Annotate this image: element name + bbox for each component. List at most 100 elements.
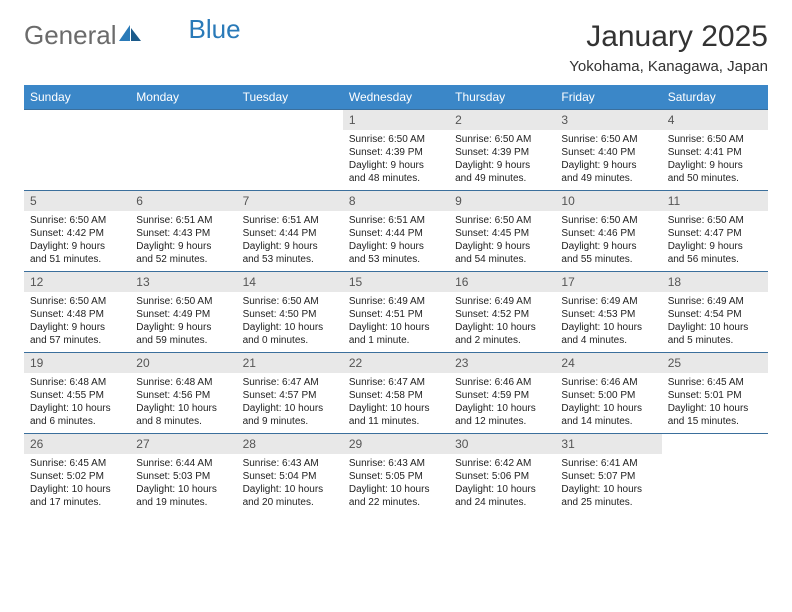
day-info: Sunrise: 6:41 AMSunset: 5:07 PMDaylight:… bbox=[555, 454, 661, 514]
weekday-header: Saturday bbox=[662, 85, 768, 110]
day-info: Sunrise: 6:50 AMSunset: 4:48 PMDaylight:… bbox=[24, 292, 130, 352]
calendar-day-cell: 31Sunrise: 6:41 AMSunset: 5:07 PMDayligh… bbox=[555, 434, 661, 515]
day-info: Sunrise: 6:46 AMSunset: 4:59 PMDaylight:… bbox=[449, 373, 555, 433]
calendar-header-row: SundayMondayTuesdayWednesdayThursdayFrid… bbox=[24, 85, 768, 110]
calendar-day-cell: 24Sunrise: 6:46 AMSunset: 5:00 PMDayligh… bbox=[555, 353, 661, 434]
calendar-body: ...... 1Sunrise: 6:50 AMSunset: 4:39 PMDa… bbox=[24, 110, 768, 515]
sail-icon bbox=[119, 19, 141, 37]
day-info: Sunrise: 6:50 AMSunset: 4:47 PMDaylight:… bbox=[662, 211, 768, 271]
day-info: Sunrise: 6:48 AMSunset: 4:55 PMDaylight:… bbox=[24, 373, 130, 433]
day-info: Sunrise: 6:50 AMSunset: 4:50 PMDaylight:… bbox=[237, 292, 343, 352]
calendar-day-cell: .. bbox=[662, 434, 768, 515]
calendar-day-cell: 3Sunrise: 6:50 AMSunset: 4:40 PMDaylight… bbox=[555, 110, 661, 191]
calendar-day-cell: 9Sunrise: 6:50 AMSunset: 4:45 PMDaylight… bbox=[449, 191, 555, 272]
day-number: 2 bbox=[449, 110, 555, 130]
day-info: Sunrise: 6:50 AMSunset: 4:41 PMDaylight:… bbox=[662, 130, 768, 190]
day-info: Sunrise: 6:45 AMSunset: 5:02 PMDaylight:… bbox=[24, 454, 130, 514]
day-number: 26 bbox=[24, 434, 130, 454]
day-number: 30 bbox=[449, 434, 555, 454]
page-header: General Blue January 2025 Yokohama, Kana… bbox=[24, 20, 768, 75]
calendar-day-cell: 27Sunrise: 6:44 AMSunset: 5:03 PMDayligh… bbox=[130, 434, 236, 515]
day-info: Sunrise: 6:47 AMSunset: 4:57 PMDaylight:… bbox=[237, 373, 343, 433]
day-number: 7 bbox=[237, 191, 343, 211]
day-number: 22 bbox=[343, 353, 449, 373]
calendar-page: General Blue January 2025 Yokohama, Kana… bbox=[0, 0, 792, 612]
weekday-header: Tuesday bbox=[237, 85, 343, 110]
day-number: 20 bbox=[130, 353, 236, 373]
day-number: 6 bbox=[130, 191, 236, 211]
day-info: Sunrise: 6:43 AMSunset: 5:05 PMDaylight:… bbox=[343, 454, 449, 514]
weekday-header: Sunday bbox=[24, 85, 130, 110]
weekday-header: Friday bbox=[555, 85, 661, 110]
brand-part1: General bbox=[24, 20, 117, 51]
day-info: Sunrise: 6:49 AMSunset: 4:53 PMDaylight:… bbox=[555, 292, 661, 352]
calendar-day-cell: 7Sunrise: 6:51 AMSunset: 4:44 PMDaylight… bbox=[237, 191, 343, 272]
calendar-day-cell: 21Sunrise: 6:47 AMSunset: 4:57 PMDayligh… bbox=[237, 353, 343, 434]
day-info: Sunrise: 6:49 AMSunset: 4:54 PMDaylight:… bbox=[662, 292, 768, 352]
calendar-day-cell: 23Sunrise: 6:46 AMSunset: 4:59 PMDayligh… bbox=[449, 353, 555, 434]
day-info: Sunrise: 6:51 AMSunset: 4:44 PMDaylight:… bbox=[343, 211, 449, 271]
day-number: 15 bbox=[343, 272, 449, 292]
calendar-day-cell: .. bbox=[130, 110, 236, 191]
weekday-header: Monday bbox=[130, 85, 236, 110]
day-number: 12 bbox=[24, 272, 130, 292]
day-info: Sunrise: 6:48 AMSunset: 4:56 PMDaylight:… bbox=[130, 373, 236, 433]
day-number: 4 bbox=[662, 110, 768, 130]
day-info: Sunrise: 6:50 AMSunset: 4:39 PMDaylight:… bbox=[449, 130, 555, 190]
day-number: 8 bbox=[343, 191, 449, 211]
calendar-day-cell: 10Sunrise: 6:50 AMSunset: 4:46 PMDayligh… bbox=[555, 191, 661, 272]
day-number: 25 bbox=[662, 353, 768, 373]
calendar-day-cell: 1Sunrise: 6:50 AMSunset: 4:39 PMDaylight… bbox=[343, 110, 449, 191]
calendar-day-cell: 6Sunrise: 6:51 AMSunset: 4:43 PMDaylight… bbox=[130, 191, 236, 272]
day-info: Sunrise: 6:50 AMSunset: 4:40 PMDaylight:… bbox=[555, 130, 661, 190]
calendar-day-cell: .. bbox=[24, 110, 130, 191]
calendar-day-cell: 14Sunrise: 6:50 AMSunset: 4:50 PMDayligh… bbox=[237, 272, 343, 353]
day-number: 18 bbox=[662, 272, 768, 292]
calendar-day-cell: 8Sunrise: 6:51 AMSunset: 4:44 PMDaylight… bbox=[343, 191, 449, 272]
calendar-day-cell: 26Sunrise: 6:45 AMSunset: 5:02 PMDayligh… bbox=[24, 434, 130, 515]
day-info: Sunrise: 6:49 AMSunset: 4:51 PMDaylight:… bbox=[343, 292, 449, 352]
day-info: Sunrise: 6:51 AMSunset: 4:44 PMDaylight:… bbox=[237, 211, 343, 271]
day-number: 9 bbox=[449, 191, 555, 211]
day-number: 21 bbox=[237, 353, 343, 373]
day-number: 27 bbox=[130, 434, 236, 454]
calendar-day-cell: 12Sunrise: 6:50 AMSunset: 4:48 PMDayligh… bbox=[24, 272, 130, 353]
day-number: 24 bbox=[555, 353, 661, 373]
calendar-day-cell: 2Sunrise: 6:50 AMSunset: 4:39 PMDaylight… bbox=[449, 110, 555, 191]
calendar-day-cell: 29Sunrise: 6:43 AMSunset: 5:05 PMDayligh… bbox=[343, 434, 449, 515]
day-number: 14 bbox=[237, 272, 343, 292]
calendar-week-row: ......1Sunrise: 6:50 AMSunset: 4:39 PMDa… bbox=[24, 110, 768, 191]
day-number: 13 bbox=[130, 272, 236, 292]
day-number: 31 bbox=[555, 434, 661, 454]
day-info: Sunrise: 6:50 AMSunset: 4:39 PMDaylight:… bbox=[343, 130, 449, 190]
calendar-day-cell: 16Sunrise: 6:49 AMSunset: 4:52 PMDayligh… bbox=[449, 272, 555, 353]
calendar-day-cell: 18Sunrise: 6:49 AMSunset: 4:54 PMDayligh… bbox=[662, 272, 768, 353]
weekday-header: Thursday bbox=[449, 85, 555, 110]
day-number: 10 bbox=[555, 191, 661, 211]
day-number: 29 bbox=[343, 434, 449, 454]
calendar-day-cell: 30Sunrise: 6:42 AMSunset: 5:06 PMDayligh… bbox=[449, 434, 555, 515]
calendar-day-cell: 15Sunrise: 6:49 AMSunset: 4:51 PMDayligh… bbox=[343, 272, 449, 353]
day-number: 19 bbox=[24, 353, 130, 373]
day-number: 28 bbox=[237, 434, 343, 454]
day-number: 23 bbox=[449, 353, 555, 373]
day-number: 11 bbox=[662, 191, 768, 211]
day-number: 5 bbox=[24, 191, 130, 211]
day-info: Sunrise: 6:45 AMSunset: 5:01 PMDaylight:… bbox=[662, 373, 768, 433]
calendar-day-cell: 22Sunrise: 6:47 AMSunset: 4:58 PMDayligh… bbox=[343, 353, 449, 434]
weekday-header: Wednesday bbox=[343, 85, 449, 110]
calendar-day-cell: 25Sunrise: 6:45 AMSunset: 5:01 PMDayligh… bbox=[662, 353, 768, 434]
day-number: 16 bbox=[449, 272, 555, 292]
calendar-day-cell: 28Sunrise: 6:43 AMSunset: 5:04 PMDayligh… bbox=[237, 434, 343, 515]
calendar-day-cell: 4Sunrise: 6:50 AMSunset: 4:41 PMDaylight… bbox=[662, 110, 768, 191]
calendar-day-cell: 13Sunrise: 6:50 AMSunset: 4:49 PMDayligh… bbox=[130, 272, 236, 353]
calendar-day-cell: 5Sunrise: 6:50 AMSunset: 4:42 PMDaylight… bbox=[24, 191, 130, 272]
day-info: Sunrise: 6:49 AMSunset: 4:52 PMDaylight:… bbox=[449, 292, 555, 352]
calendar-week-row: 12Sunrise: 6:50 AMSunset: 4:48 PMDayligh… bbox=[24, 272, 768, 353]
day-info: Sunrise: 6:47 AMSunset: 4:58 PMDaylight:… bbox=[343, 373, 449, 433]
calendar-day-cell: 19Sunrise: 6:48 AMSunset: 4:55 PMDayligh… bbox=[24, 353, 130, 434]
calendar-day-cell: 17Sunrise: 6:49 AMSunset: 4:53 PMDayligh… bbox=[555, 272, 661, 353]
day-info: Sunrise: 6:43 AMSunset: 5:04 PMDaylight:… bbox=[237, 454, 343, 514]
calendar-day-cell: 11Sunrise: 6:50 AMSunset: 4:47 PMDayligh… bbox=[662, 191, 768, 272]
day-info: Sunrise: 6:50 AMSunset: 4:46 PMDaylight:… bbox=[555, 211, 661, 271]
